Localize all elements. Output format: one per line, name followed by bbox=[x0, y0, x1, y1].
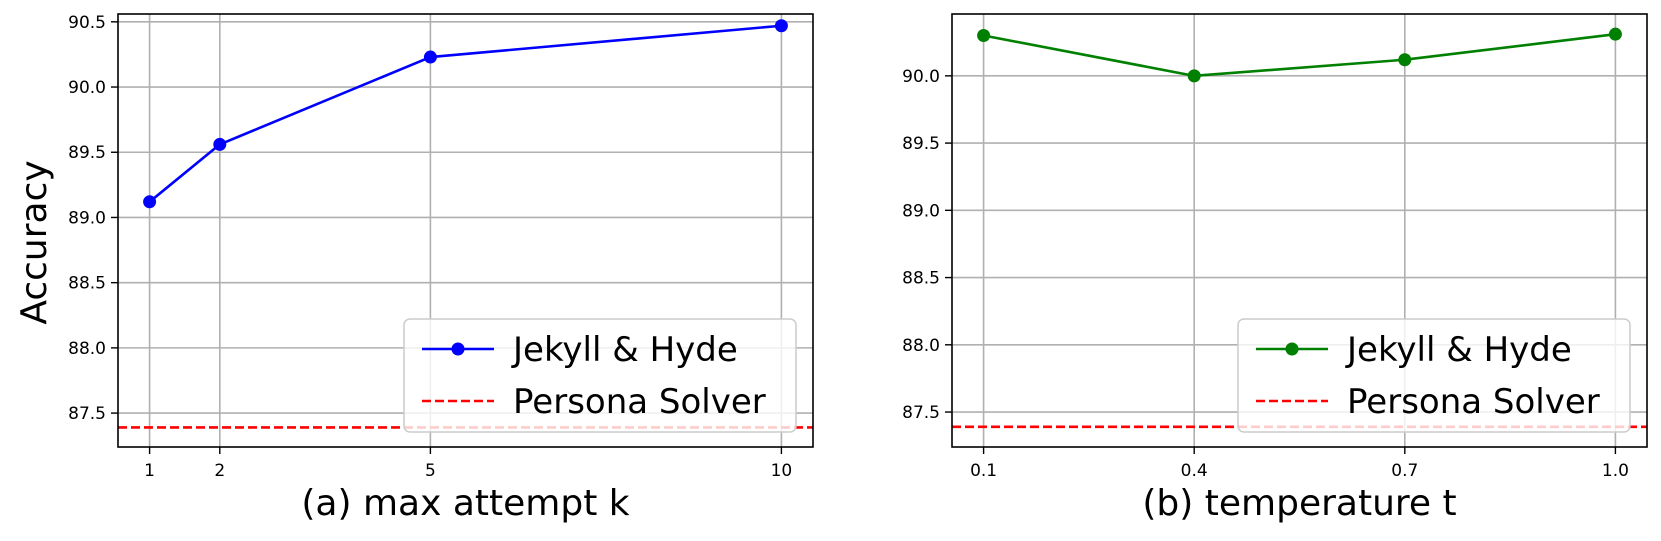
x-tick-label: 2 bbox=[214, 461, 225, 481]
x-tick-label: 10 bbox=[771, 461, 793, 481]
x-tick-label: 1 bbox=[144, 461, 155, 481]
legend: Jekyll & Hyde Persona Solver bbox=[1237, 318, 1631, 433]
y-tick-label: 87.5 bbox=[902, 403, 940, 423]
data-point bbox=[977, 29, 991, 43]
x-tick-label: 1.0 bbox=[1602, 461, 1629, 481]
data-point bbox=[423, 50, 437, 64]
legend: Jekyll & Hyde Persona Solver bbox=[403, 318, 797, 433]
y-tick-label: 90.0 bbox=[902, 67, 940, 87]
legend-label: Jekyll & Hyde bbox=[511, 330, 738, 370]
y-tick-label: 89.5 bbox=[902, 134, 940, 154]
y-tick-label: 89.5 bbox=[68, 143, 106, 163]
data-point bbox=[1398, 53, 1412, 67]
x-tick-label: 0.7 bbox=[1391, 461, 1418, 481]
panel-b: 0.1 0.4 0.7 1.0 87.5 88.0 88.5 89.0 89.5 90.0 (b) … bbox=[902, 13, 1648, 524]
y-tick-label: 88.0 bbox=[902, 336, 940, 356]
data-point bbox=[1608, 27, 1622, 41]
legend-box bbox=[403, 318, 797, 433]
y-tick-label: 90.5 bbox=[68, 13, 106, 33]
legend-label: Persona Solver bbox=[513, 382, 766, 422]
x-tick-label: 0.4 bbox=[1181, 461, 1208, 481]
series-line bbox=[148, 24, 782, 203]
legend-label: Persona Solver bbox=[1347, 382, 1600, 422]
data-point bbox=[1187, 69, 1201, 83]
legend-marker-handle bbox=[451, 342, 465, 356]
y-tick-label: 89.0 bbox=[902, 201, 940, 221]
x-axis-label: (a) max attempt k bbox=[301, 483, 629, 524]
y-axis-label: Accuracy bbox=[14, 160, 55, 324]
y-tick-label: 88.5 bbox=[902, 269, 940, 289]
data-point bbox=[774, 19, 788, 33]
legend-label: Jekyll & Hyde bbox=[1345, 330, 1572, 370]
y-tick-label: 89.0 bbox=[68, 208, 106, 228]
legend-box bbox=[1237, 318, 1631, 433]
data-point bbox=[213, 137, 227, 151]
axes-frame bbox=[117, 13, 814, 448]
x-tick-label: 0.1 bbox=[970, 461, 997, 481]
x-axis-label: (b) temperature t bbox=[1142, 483, 1456, 524]
y-tick-label: 90.0 bbox=[68, 78, 106, 98]
y-tick-label: 88.0 bbox=[68, 339, 106, 359]
legend-marker-handle bbox=[1285, 342, 1299, 356]
y-tick-label: 88.5 bbox=[68, 274, 106, 294]
axes-frame bbox=[951, 13, 1648, 448]
panel-a: 1 2 5 10 87.5 88.0 88.5 89.0 89.5 90.0 90.5 (a) max… bbox=[14, 13, 814, 524]
y-tick-label: 87.5 bbox=[68, 404, 106, 424]
series-line bbox=[983, 32, 1616, 78]
x-tick-label: 5 bbox=[425, 461, 436, 481]
data-point bbox=[143, 195, 157, 209]
